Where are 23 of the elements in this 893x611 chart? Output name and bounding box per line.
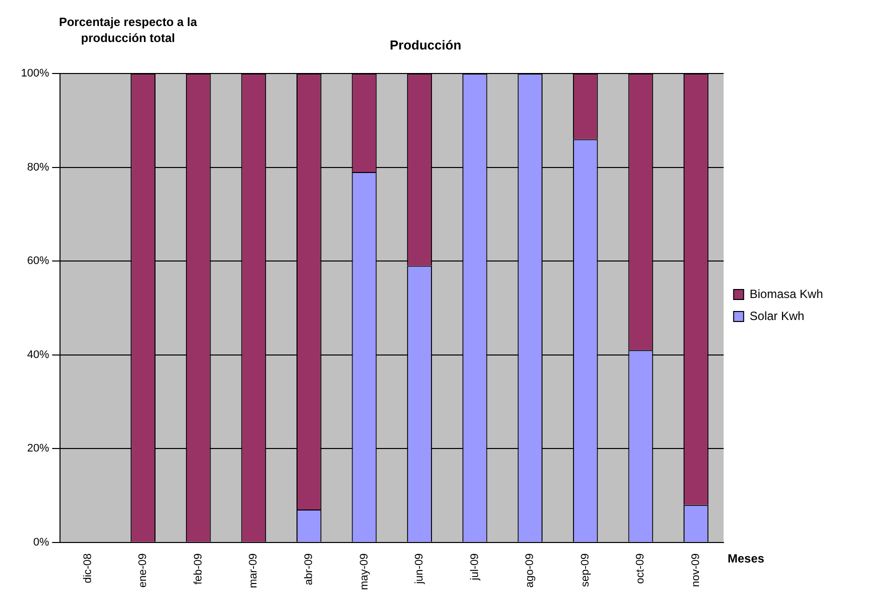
y-tick-label: 40%	[27, 348, 50, 361]
y-tick-label: 100%	[20, 68, 50, 80]
x-tick-label: abr-09	[302, 553, 315, 586]
y-tick-label: 60%	[27, 255, 50, 268]
x-tick-label: oct-09	[634, 553, 647, 584]
x-axis-title: Meses	[728, 551, 765, 566]
x-tick-label: jun-09	[414, 553, 426, 585]
x-tick-label: feb-09	[192, 553, 204, 585]
x-tick-label: dic-08	[82, 553, 94, 584]
x-tick-label: sep-09	[579, 553, 592, 587]
x-tick-label: may-09	[358, 553, 370, 590]
y-tick-label: 80%	[27, 161, 50, 174]
legend-label: Biomasa Kwh	[750, 286, 824, 301]
y-tick-label: 20%	[27, 442, 50, 455]
legend-label: Solar Kwh	[750, 308, 804, 323]
x-tick-label: ago-09	[524, 553, 536, 588]
x-tick-label: jul-09	[468, 553, 481, 582]
x-tick-label: nov-09	[690, 553, 702, 587]
x-tick-label: mar-09	[248, 553, 260, 588]
y-axis-title: Porcentaje respecto a la producción total	[58, 15, 198, 45]
chart-title: Producción	[390, 37, 462, 52]
y-tick-label: 0%	[33, 536, 50, 548]
x-tick-label: ene-09	[137, 553, 150, 588]
